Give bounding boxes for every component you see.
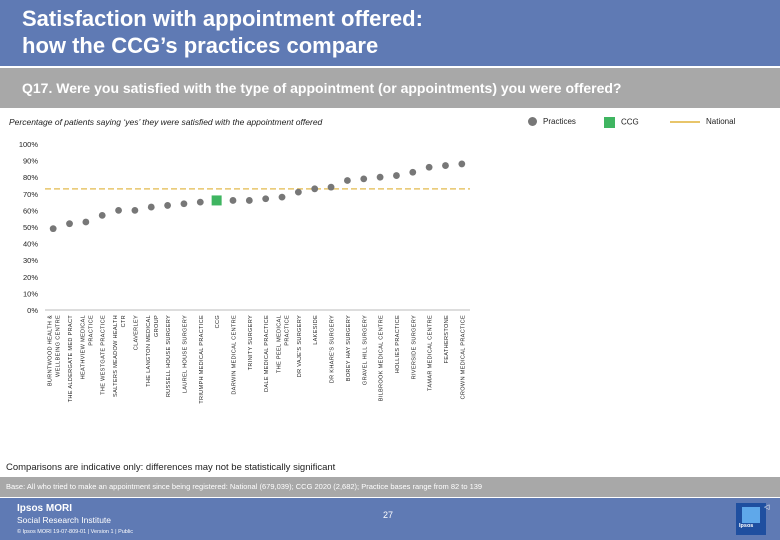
practice-point [245,197,253,204]
y-tick-label: 100% [19,140,39,149]
category-label: LAUREL HOUSE SURGERY [182,315,188,393]
category-label: CLAVERLEY [133,315,139,350]
category-label: DR VAJE'S SURGERY [297,315,303,377]
title-line-1: Satisfaction with appointment offered: [22,6,423,31]
national-line-icon [670,120,700,123]
category-label: BILBROOK MEDICAL CENTRE [379,315,385,401]
practice-point [180,200,188,208]
chart-subtitle: Percentage of patients saying ‘yes’ they… [9,117,323,127]
category-label: CCG [215,315,221,328]
category-label: THE LANGTON MEDICAL [146,315,152,387]
category-label: DARWIN MEDICAL CENTRE [231,315,237,395]
category-label: GROUP [154,315,160,337]
y-tick-label: 40% [23,240,38,249]
y-tick-label: 60% [23,206,38,215]
footer-brand: Ipsos MORI [17,503,73,514]
category-label: TRINITY SURGERY [248,315,254,370]
y-tick-label: 50% [23,223,38,232]
ccg-square-icon [604,117,615,128]
practice-point [164,202,171,209]
question-band: Q17. Were you satisfied with the type of… [0,68,780,108]
category-label: TAMAR MEDICAL CENTRE [428,315,434,391]
base-text: Base: All who tried to make an appointme… [6,482,483,491]
legend-practices: Practices [528,117,576,127]
ccg-point [211,195,222,206]
category-label: CTR [121,315,127,327]
question-text: Q17. Were you satisfied with the type of… [22,80,622,96]
practice-point [49,225,57,233]
y-tick-label: 80% [23,173,38,182]
category-label: LAKESIDE [313,315,319,345]
practice-point [196,198,204,206]
practice-point [262,195,270,203]
page-number: 27 [383,510,394,520]
footer-copyright: © Ipsos MORI 19-07-809-01 | Version 1 | … [17,529,134,535]
category-label: FEATHERSTONE [444,315,450,363]
practice-point [311,185,319,193]
y-tick-label: 70% [23,190,38,199]
scatter-chart: 0% 10% 20% 30% 40% 50% 60% 70% 80% 90% 100% BURNTWO… [19,140,470,404]
category-label: SALTERS MEADOW HEALTH [113,315,119,397]
ipsos-logo [736,503,766,535]
ipsos-logo-text: Ipsos [739,523,754,529]
practice-point [376,173,384,181]
footer-brand-subtitle: Social Research Institute [17,515,112,525]
practice-point [82,218,90,226]
y-tick-label: 30% [23,256,38,265]
legend-practices-label: Practices [543,117,576,126]
practice-point [98,211,106,219]
practice-point [278,193,286,201]
practice-point [131,207,139,214]
category-label: THE ALDERGATE MED PRACT [68,315,74,403]
footer-band: Ipsos MORI Social Research Institute © I… [0,498,780,540]
category-label: BURNTWOOD HEALTH & [48,315,54,386]
practice-point [442,162,449,169]
category-label: TRIUMPH MEDICAL PRACTICE [199,315,205,404]
category-label: PRACTICE [285,315,291,346]
category-label: CROWN MEDICAL PRACTICE [460,315,466,399]
practice-dot-icon [528,117,537,127]
practice-point [147,203,155,211]
category-label: THE PEEL MEDICAL [277,315,283,373]
category-label: BOREY HAY SURGERY [346,315,352,381]
category-label: HOLLIES PRACTICE [395,315,401,373]
practice-point [344,177,351,184]
category-label: RIVERSIDE SURGERY [411,315,417,379]
page-title: Satisfaction with appointment offered: h… [22,5,423,59]
legend-national: National [670,117,735,126]
legend-ccg-label: CCG [621,117,639,127]
category-label: PRACTICE [88,315,94,346]
category-label: WELLBEING CENTRE [56,315,62,377]
y-tick-label: 20% [23,273,38,282]
category-label: RUSSELL HOUSE SURGERY [166,315,172,397]
category-label: THE WESTGATE PRACTICE [101,315,107,395]
practice-point [229,197,237,204]
legend-ccg: CCG [604,117,639,128]
comparison-note: Comparisons are indicative only: differe… [6,462,336,473]
practice-point [66,220,73,228]
y-tick-label: 10% [23,289,38,298]
base-band: Base: All who tried to make an appointme… [0,477,780,497]
category-label: GRAVEL HILL SURGERY [362,315,368,385]
practice-point [393,172,400,179]
category-label: HEATHVIEW MEDICAL [80,315,86,379]
practice-point [327,183,335,191]
practice-point [294,188,302,196]
back-arrow-icon[interactable]: ◁ [764,504,770,511]
category-label: DR KHARE'S SURGERY [330,315,336,383]
practice-point [458,160,466,168]
practice-point [409,168,417,176]
legend-national-label: National [706,117,736,126]
practice-point [425,163,433,171]
practice-point [360,175,368,183]
y-tick-label: 90% [23,157,38,166]
category-label: DALE MEDICAL PRACTICE [264,315,270,392]
practice-point [115,207,122,214]
header-band: Satisfaction with appointment offered: h… [0,0,780,66]
y-tick-label: 0% [27,306,38,315]
title-line-2: how the CCG’s practices compare [22,33,379,58]
